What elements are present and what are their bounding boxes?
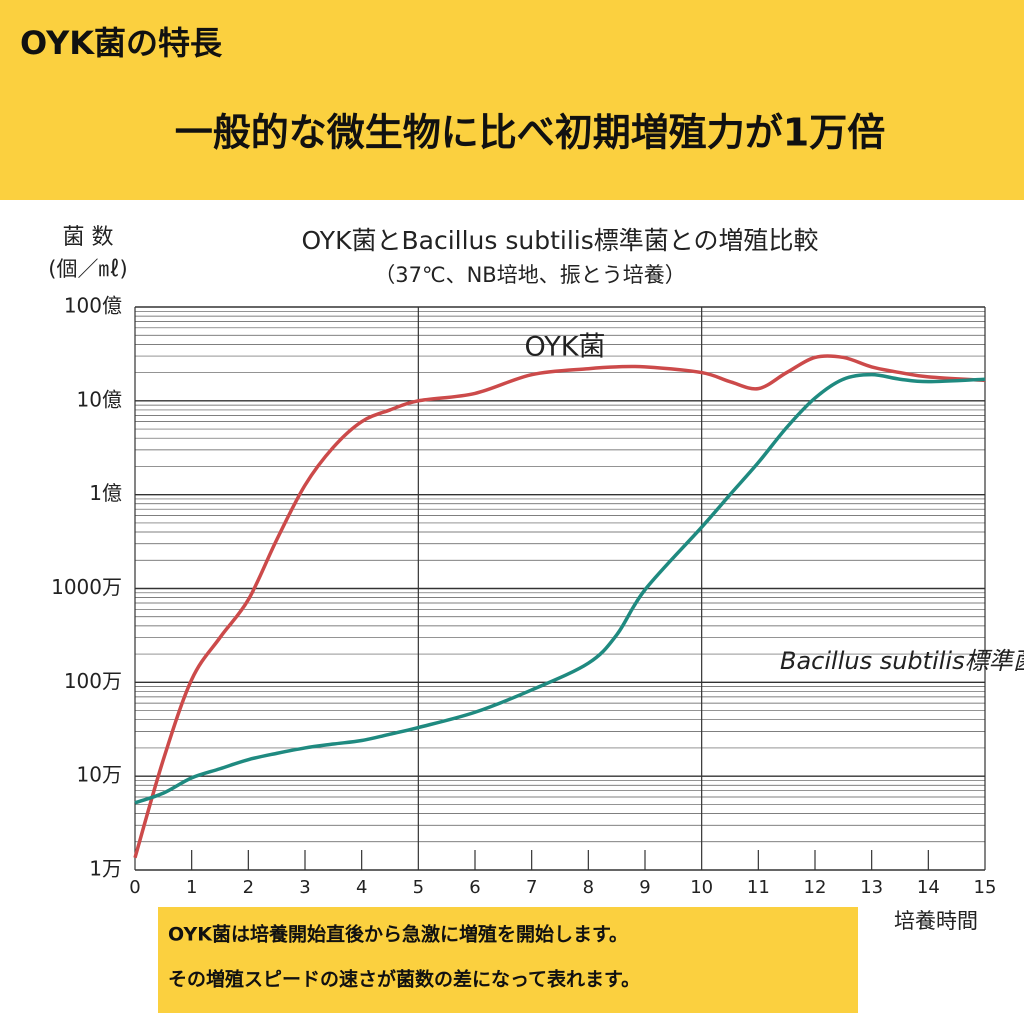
y-tick-label: 100万	[64, 669, 122, 693]
y-tick-label: 1億	[89, 481, 122, 505]
series-line	[134, 372, 986, 805]
y-axis-label: (個／㎖)	[48, 257, 127, 281]
header-band	[0, 0, 1024, 200]
x-tick-label: 10	[690, 877, 713, 898]
x-tick-label: 0	[129, 877, 140, 898]
x-axis-label: 培養時間	[894, 909, 978, 933]
series-line	[133, 354, 986, 859]
x-tick-label: 7	[526, 877, 537, 898]
x-tick-label: 11	[747, 877, 770, 898]
chart-title: OYK菌とBacillus subtilis標準菌との増殖比較	[302, 226, 819, 255]
series-label: Bacillus subtilis標準菌	[780, 647, 1024, 675]
header-title: OYK菌の特長	[20, 24, 223, 62]
y-tick-label: 10億	[77, 387, 122, 411]
note-line: OYK菌は培養開始直後から急激に増殖を開始します。	[168, 923, 628, 946]
x-tick-label: 15	[974, 877, 997, 898]
chart-subtitle: （37℃、NB培地、振とう培養）	[374, 263, 685, 287]
y-tick-label: 1000万	[51, 575, 122, 599]
series-label: OYK菌	[525, 332, 606, 363]
note-line: その増殖スピードの速さが菌数の差になって表れます。	[168, 968, 640, 991]
y-tick-label: 100億	[64, 294, 122, 318]
x-tick-label: 2	[243, 877, 254, 898]
x-tick-label: 9	[639, 877, 650, 898]
x-tick-label: 4	[356, 877, 367, 898]
x-tick-label: 1	[186, 877, 197, 898]
y-tick-label: 1万	[89, 857, 122, 881]
y-tick-label: 10万	[77, 763, 122, 787]
y-axis-label: 菌 数	[63, 225, 114, 250]
headline: 一般的な微生物に比べ初期増殖力が1万倍	[175, 111, 885, 155]
x-tick-label: 8	[583, 877, 594, 898]
x-tick-label: 13	[860, 877, 883, 898]
x-tick-label: 12	[804, 877, 827, 898]
note-box	[158, 907, 858, 1013]
x-tick-label: 5	[413, 877, 424, 898]
x-tick-label: 14	[917, 877, 940, 898]
x-tick-label: 6	[469, 877, 480, 898]
x-tick-label: 3	[299, 877, 310, 898]
